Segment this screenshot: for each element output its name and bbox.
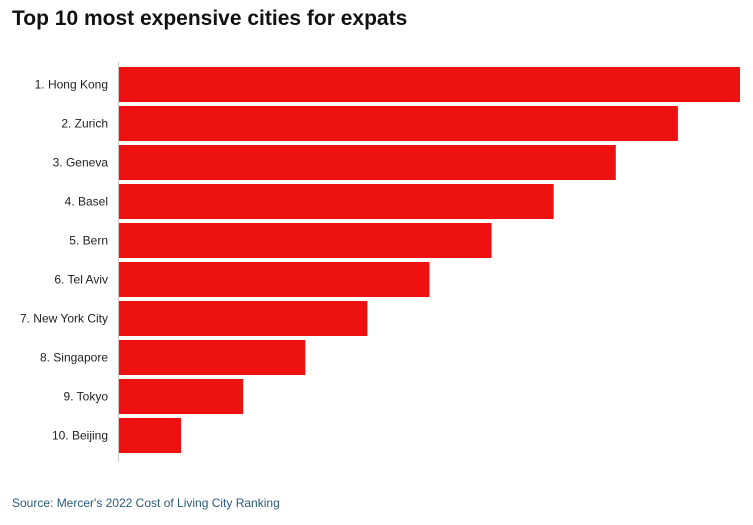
bar-4 (119, 184, 554, 219)
category-label-3: 3. Geneva (53, 156, 109, 170)
category-label-9: 9. Tokyo (64, 390, 109, 404)
bar-10 (119, 418, 182, 453)
category-label-1: 1. Hong Kong (35, 78, 108, 92)
chart-title: Top 10 most expensive cities for expats (12, 7, 408, 30)
bar-2 (119, 106, 678, 141)
category-label-7: 7. New York City (20, 312, 108, 326)
bar-6 (119, 262, 430, 297)
source-note: Source: Mercer's 2022 Cost of Living Cit… (12, 496, 280, 510)
bar-7 (119, 301, 368, 336)
bar-8 (119, 340, 306, 375)
category-label-8: 8. Singapore (40, 351, 108, 365)
bar-9 (119, 379, 244, 414)
category-label-5: 5. Bern (69, 234, 108, 248)
category-label-10: 10. Beijing (52, 429, 108, 443)
category-label-2: 2. Zurich (61, 117, 108, 131)
bar-5 (119, 223, 492, 258)
bar-1 (119, 67, 740, 102)
bar-3 (119, 145, 616, 180)
category-label-4: 4. Basel (65, 195, 108, 209)
bars-group (119, 67, 740, 453)
category-labels-group: 1. Hong Kong 2. Zurich 3. Geneva 4. Basel 5.… (20, 78, 108, 443)
bar-chart: 1. Hong Kong 2. Zurich 3. Geneva 4. Basel 5.… (20, 62, 740, 462)
category-label-6: 6. Tel Aviv (54, 273, 108, 287)
